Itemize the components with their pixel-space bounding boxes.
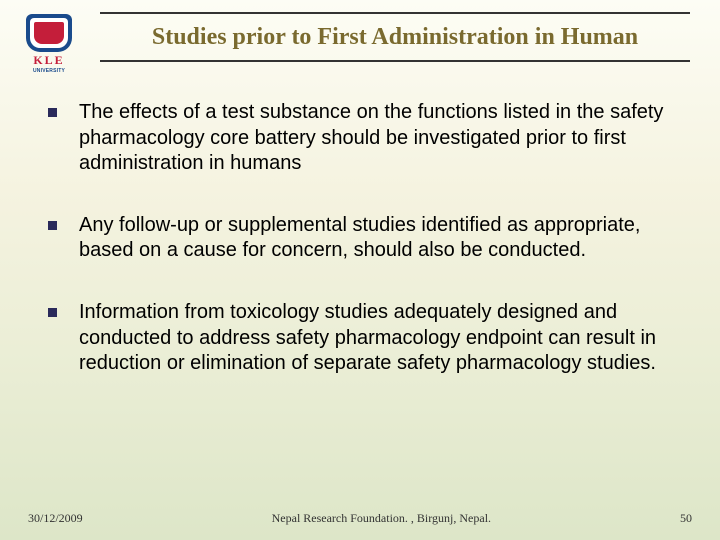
bullet-text: The effects of a test substance on the f… (79, 100, 672, 177)
list-item: The effects of a test substance on the f… (48, 100, 672, 177)
page-title: Studies prior to First Administration in… (100, 24, 690, 51)
footer-center: Nepal Research Foundation. , Birgunj, Ne… (83, 511, 680, 526)
square-bullet-icon (48, 221, 57, 230)
list-item: Information from toxicology studies adeq… (48, 300, 672, 377)
footer-page: 50 (680, 511, 692, 526)
bullet-text: Information from toxicology studies adeq… (79, 300, 672, 377)
footer: 30/12/2009 Nepal Research Foundation. , … (0, 511, 720, 526)
logo-shield-icon (26, 14, 72, 52)
bullet-text: Any follow-up or supplemental studies id… (79, 213, 672, 264)
logo-subtext: UNIVERSITY (14, 68, 84, 74)
bullet-list: The effects of a test substance on the f… (48, 100, 672, 413)
title-rule-bottom (100, 60, 690, 62)
logo-brand: KLE (14, 53, 84, 68)
square-bullet-icon (48, 108, 57, 117)
footer-date: 30/12/2009 (28, 511, 83, 526)
square-bullet-icon (48, 308, 57, 317)
logo: KLE UNIVERSITY (14, 14, 84, 74)
title-rule-top (100, 12, 690, 14)
list-item: Any follow-up or supplemental studies id… (48, 213, 672, 264)
